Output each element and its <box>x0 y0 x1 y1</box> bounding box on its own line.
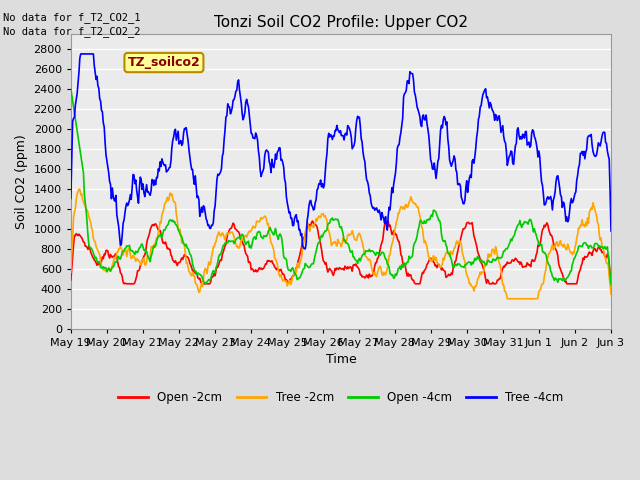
Y-axis label: Soil CO2 (ppm): Soil CO2 (ppm) <box>15 134 28 229</box>
X-axis label: Time: Time <box>326 353 356 366</box>
Title: Tonzi Soil CO2 Profile: Upper CO2: Tonzi Soil CO2 Profile: Upper CO2 <box>214 15 468 30</box>
Text: No data for f_T2_CO2_1: No data for f_T2_CO2_1 <box>3 12 141 23</box>
Text: No data for f_T2_CO2_2: No data for f_T2_CO2_2 <box>3 26 141 37</box>
Text: TZ_soilco2: TZ_soilco2 <box>127 56 200 69</box>
Legend: Open -2cm, Tree -2cm, Open -4cm, Tree -4cm: Open -2cm, Tree -2cm, Open -4cm, Tree -4… <box>114 386 568 408</box>
